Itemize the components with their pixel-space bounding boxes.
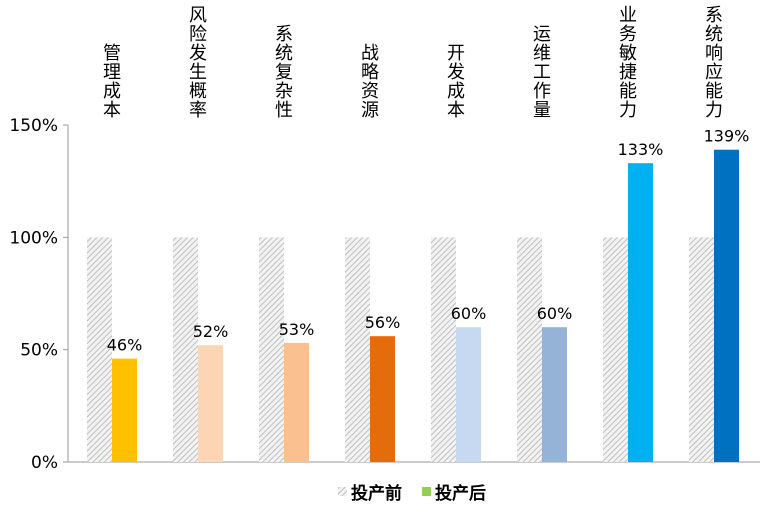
bar-after [284, 342, 309, 462]
bar-after [628, 163, 653, 462]
legend-label-before: 投产前 [351, 483, 402, 504]
category-label: 系统响应能力 [705, 5, 723, 121]
data-label: 52% [193, 322, 229, 341]
category-label: 风险发生概率 [189, 5, 207, 121]
data-label: 139% [704, 127, 750, 146]
legend-swatch-before [338, 487, 347, 496]
bar-before [259, 237, 284, 462]
category-label: 系统复杂性 [275, 24, 293, 121]
data-label: 133% [618, 140, 664, 159]
category-label: 开发成本 [447, 43, 465, 121]
data-label: 60% [451, 304, 487, 323]
category-label: 运维工作量 [533, 24, 551, 121]
bar-before [689, 237, 714, 462]
bar-after [112, 358, 137, 462]
y-tick-label: 100% [9, 228, 58, 248]
bar-after [714, 149, 739, 463]
legend-swatch-after [422, 487, 431, 496]
legend-label-after: 投产后 [435, 483, 486, 504]
bar-before [517, 237, 542, 462]
bar-before [87, 237, 112, 462]
data-label: 53% [279, 320, 315, 339]
data-label: 60% [537, 304, 573, 323]
bar-before [431, 237, 456, 462]
bar-after [198, 345, 223, 462]
y-tick-label: 0% [31, 453, 58, 473]
bar-after [370, 336, 395, 462]
category-label: 管理成本 [103, 43, 121, 121]
bar-before [173, 237, 198, 462]
y-tick-label: 50% [20, 341, 58, 361]
bar-after [542, 327, 567, 462]
data-label: 56% [365, 313, 401, 332]
category-label: 战略资源 [361, 43, 379, 121]
bar-before [603, 237, 628, 462]
category-label: 业务敏捷能力 [619, 5, 637, 121]
data-label: 46% [107, 336, 143, 355]
y-tick-label: 150% [9, 116, 58, 136]
bar-before [345, 237, 370, 462]
bar-after [456, 327, 481, 462]
